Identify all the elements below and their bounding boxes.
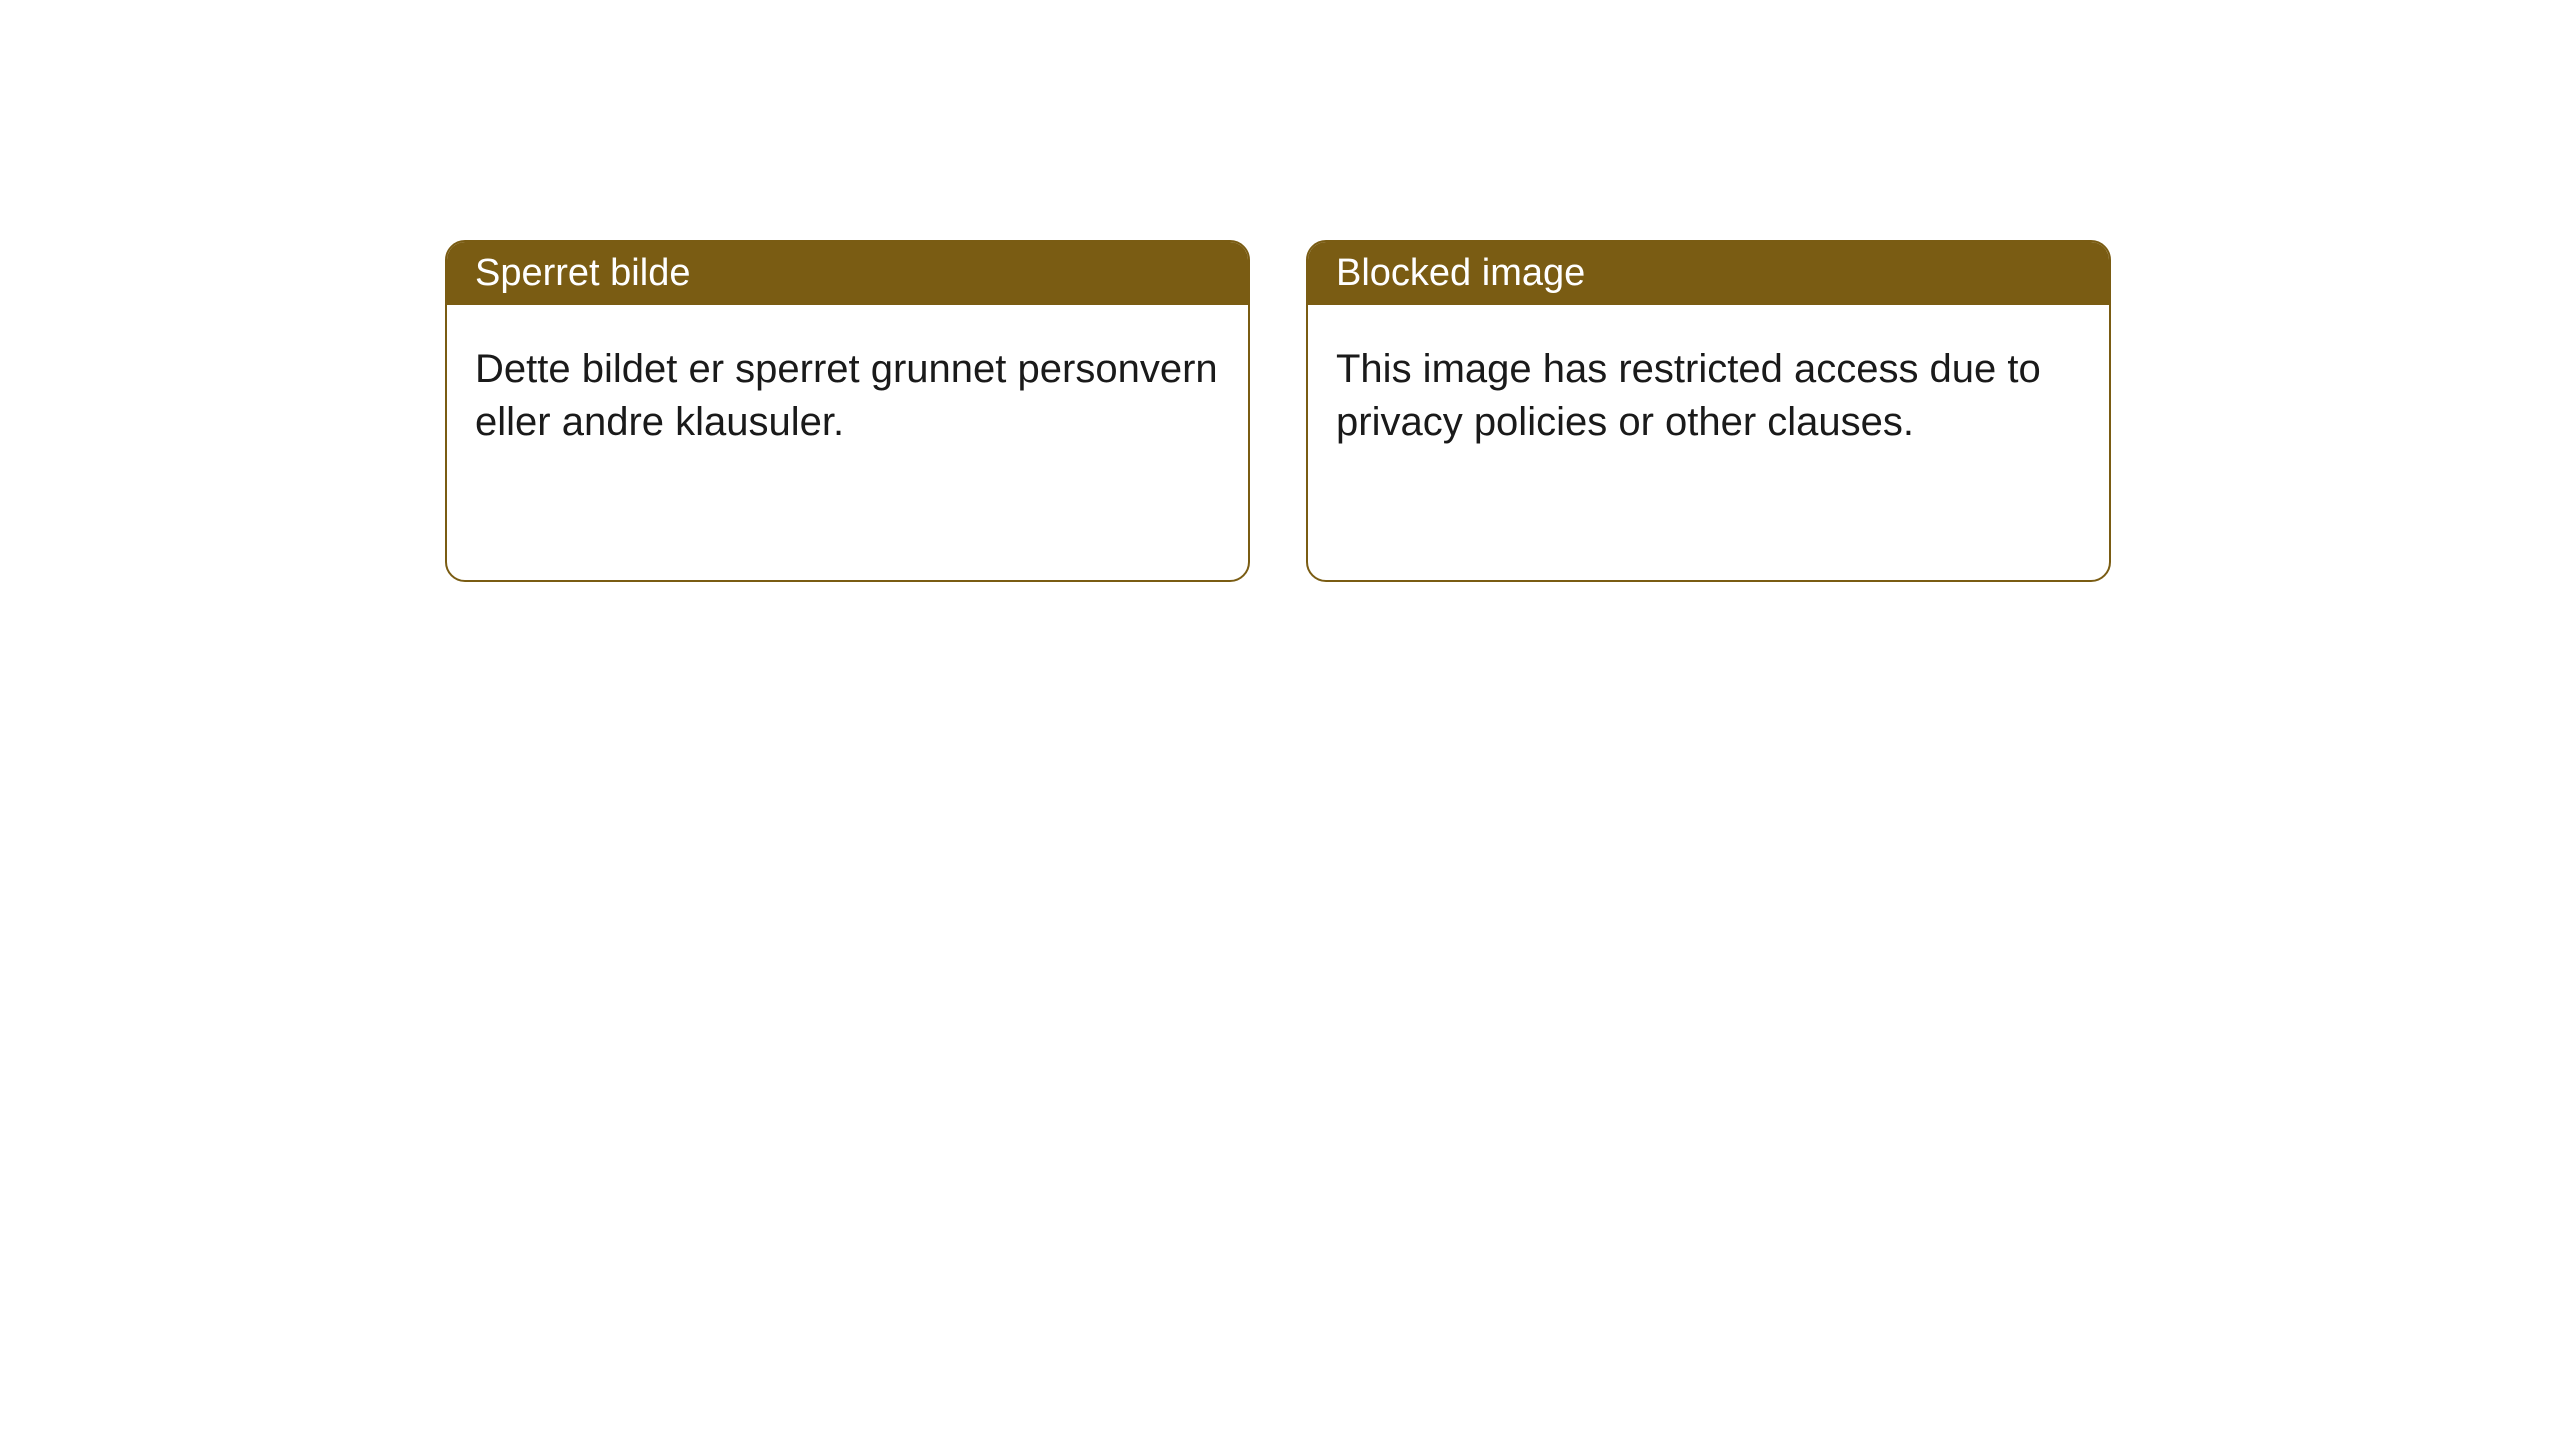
notice-card-norwegian: Sperret bilde Dette bildet er sperret gr… [445, 240, 1250, 582]
card-body-text: This image has restricted access due to … [1336, 347, 2041, 444]
card-title: Blocked image [1336, 252, 1585, 294]
notice-card-english: Blocked image This image has restricted … [1306, 240, 2111, 582]
card-body: Dette bildet er sperret grunnet personve… [447, 305, 1248, 580]
notice-cards-container: Sperret bilde Dette bildet er sperret gr… [445, 240, 2111, 582]
card-title: Sperret bilde [475, 252, 690, 294]
card-body-text: Dette bildet er sperret grunnet personve… [475, 347, 1218, 444]
card-header: Blocked image [1308, 242, 2109, 305]
card-header: Sperret bilde [447, 242, 1248, 305]
card-body: This image has restricted access due to … [1308, 305, 2109, 580]
